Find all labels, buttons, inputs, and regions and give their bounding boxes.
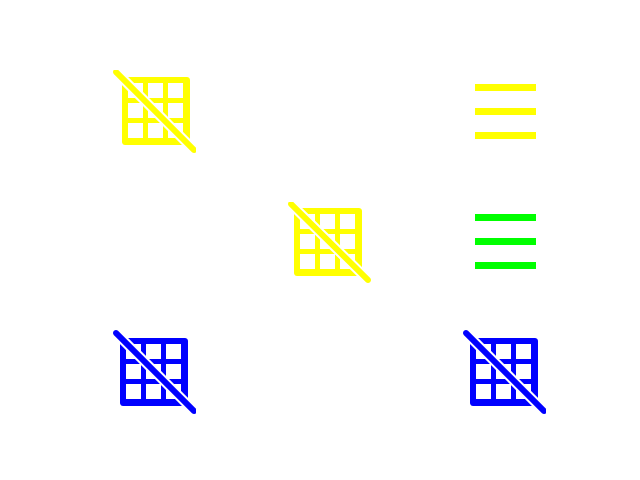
menu-icon — [462, 70, 546, 154]
grid-off-icon — [288, 202, 372, 286]
grid-off-icon — [112, 330, 196, 414]
grid-off-icon — [112, 70, 196, 154]
menu-icon — [462, 202, 546, 286]
grid-off-icon — [462, 330, 546, 414]
